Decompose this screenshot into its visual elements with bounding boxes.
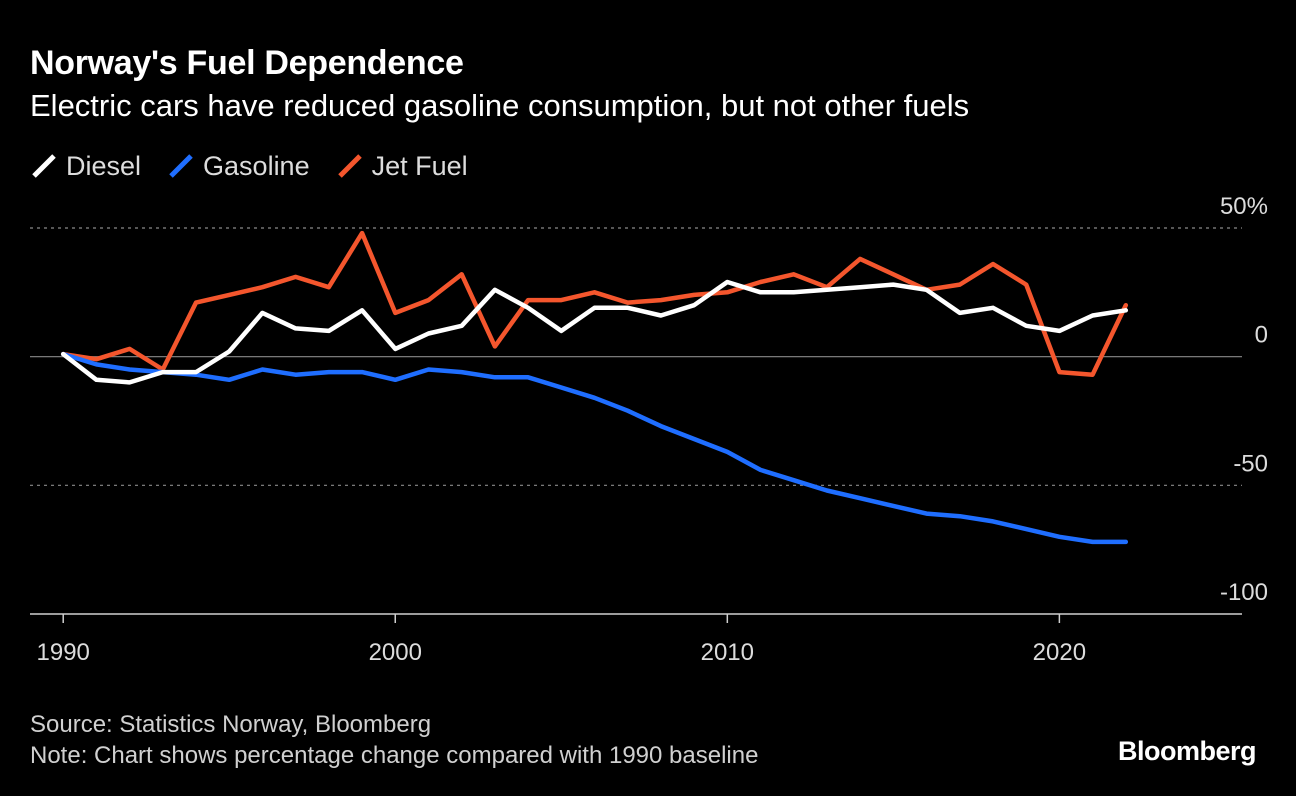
y-tick-label: -50 [1233, 450, 1268, 477]
legend-label-gasoline: Gasoline [203, 150, 310, 181]
legend-swatch-gasoline [169, 154, 193, 178]
footnote: Note: Chart shows percentage change comp… [30, 742, 759, 769]
series-line-diesel [60, 279, 1129, 385]
series-line-gasoline [60, 351, 1129, 545]
x-tick-label: 1990 [37, 639, 90, 666]
series-line-jet-fuel [60, 230, 1129, 377]
source-note: Source: Statistics Norway, Bloomberg [30, 711, 432, 738]
legend-swatch-jet-fuel [337, 154, 362, 178]
chart-title: Norway's Fuel Dependence [30, 44, 464, 82]
legend-item-gasoline: Gasoline [167, 151, 310, 182]
x-tick-label: 2020 [1033, 639, 1086, 666]
y-tick-label: -100 [1220, 579, 1268, 606]
legend-item-diesel: Diesel [30, 151, 141, 182]
y-tick-label: 50% [1220, 193, 1268, 220]
chart-subtitle: Electric cars have reduced gasoline cons… [30, 88, 970, 123]
legend: Diesel Gasoline Jet Fuel [30, 148, 494, 184]
legend-item-jet-fuel: Jet Fuel [336, 151, 468, 182]
x-tick-label: 2010 [701, 639, 754, 666]
bloomberg-logo: Bloomberg [1117, 736, 1257, 766]
x-tick-label: 2000 [369, 639, 422, 666]
legend-swatch-diesel [32, 154, 56, 178]
legend-label-diesel: Diesel [66, 150, 142, 181]
legend-label-jet-fuel: Jet Fuel [371, 150, 468, 181]
y-tick-label: 0 [1255, 322, 1268, 349]
